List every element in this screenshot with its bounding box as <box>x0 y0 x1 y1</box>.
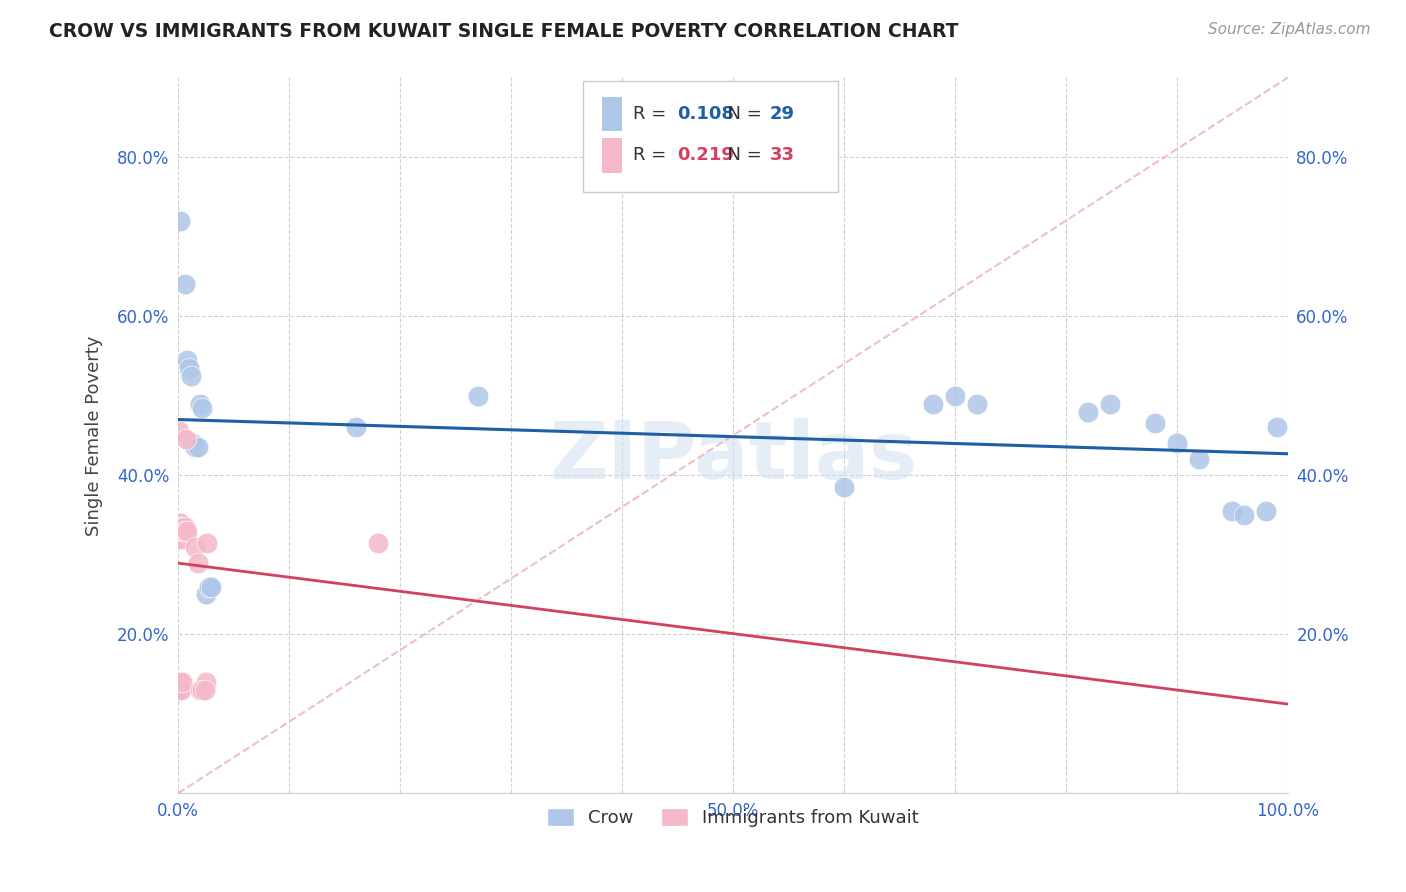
Point <box>169 516 191 530</box>
Point <box>167 524 190 538</box>
Point <box>170 520 193 534</box>
Point <box>173 524 195 538</box>
Point <box>169 532 191 546</box>
Point <box>169 213 191 227</box>
Point <box>188 682 211 697</box>
Point <box>1232 508 1254 522</box>
Point <box>173 520 195 534</box>
Point <box>187 440 209 454</box>
Point <box>198 580 221 594</box>
Point <box>832 480 855 494</box>
Point <box>1188 452 1211 467</box>
Text: 29: 29 <box>769 105 794 123</box>
Text: R =: R = <box>633 105 672 123</box>
Point <box>194 587 217 601</box>
Text: R =: R = <box>633 146 672 164</box>
Point <box>173 524 195 538</box>
Bar <box>602 96 621 131</box>
Point <box>191 401 214 415</box>
Point <box>167 425 190 439</box>
Point <box>170 682 193 697</box>
Point <box>1143 417 1166 431</box>
Point <box>367 535 389 549</box>
Point <box>181 436 204 450</box>
Point <box>1265 420 1288 434</box>
Point <box>195 535 218 549</box>
Point <box>179 360 201 375</box>
Point <box>183 540 205 554</box>
Point <box>200 580 222 594</box>
Point <box>194 682 217 697</box>
Point <box>943 389 966 403</box>
Text: 33: 33 <box>769 146 794 164</box>
Point <box>167 528 190 542</box>
Point <box>170 532 193 546</box>
Legend: Crow, Immigrants from Kuwait: Crow, Immigrants from Kuwait <box>540 801 927 834</box>
Point <box>180 368 202 383</box>
Point <box>169 528 191 542</box>
Point <box>167 675 190 690</box>
Point <box>188 396 211 410</box>
Point <box>167 520 190 534</box>
Point <box>183 440 205 454</box>
Text: ZIPatlas: ZIPatlas <box>548 417 917 496</box>
Point <box>467 389 489 403</box>
Bar <box>602 138 621 173</box>
Point <box>1166 436 1188 450</box>
Point <box>172 524 194 538</box>
Text: 0.108: 0.108 <box>678 105 734 123</box>
FancyBboxPatch shape <box>583 81 838 192</box>
Point <box>1099 396 1122 410</box>
Point <box>169 524 191 538</box>
Text: 0.219: 0.219 <box>678 146 734 164</box>
Point <box>921 396 943 410</box>
Point <box>194 675 217 690</box>
Point <box>344 420 367 434</box>
Point <box>176 524 198 538</box>
Point <box>174 433 197 447</box>
Text: CROW VS IMMIGRANTS FROM KUWAIT SINGLE FEMALE POVERTY CORRELATION CHART: CROW VS IMMIGRANTS FROM KUWAIT SINGLE FE… <box>49 22 959 41</box>
Y-axis label: Single Female Poverty: Single Female Poverty <box>86 335 103 535</box>
Point <box>167 682 190 697</box>
Point <box>167 516 190 530</box>
Point <box>966 396 988 410</box>
Point <box>1077 404 1099 418</box>
Point <box>1222 504 1244 518</box>
Point <box>170 524 193 538</box>
Point <box>1254 504 1277 518</box>
Point <box>169 520 191 534</box>
Point <box>172 520 194 534</box>
Point <box>176 352 198 367</box>
Text: N =: N = <box>716 105 768 123</box>
Point <box>172 675 194 690</box>
Point <box>187 556 209 570</box>
Text: N =: N = <box>716 146 768 164</box>
Text: Source: ZipAtlas.com: Source: ZipAtlas.com <box>1208 22 1371 37</box>
Point <box>173 277 195 292</box>
Point <box>170 528 193 542</box>
Point <box>191 682 214 697</box>
